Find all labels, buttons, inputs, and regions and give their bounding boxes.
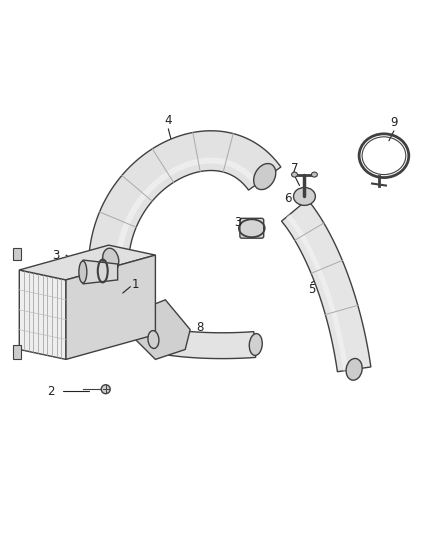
Ellipse shape xyxy=(254,164,276,190)
Text: 1: 1 xyxy=(132,278,139,292)
Text: 3: 3 xyxy=(53,248,60,262)
Text: 3: 3 xyxy=(234,216,242,229)
Polygon shape xyxy=(83,260,118,284)
Polygon shape xyxy=(286,214,348,371)
Ellipse shape xyxy=(346,359,362,380)
Polygon shape xyxy=(13,344,21,359)
Polygon shape xyxy=(116,158,259,259)
Text: 8: 8 xyxy=(196,321,204,334)
Ellipse shape xyxy=(101,385,110,394)
Ellipse shape xyxy=(292,172,297,177)
Ellipse shape xyxy=(102,248,119,272)
Polygon shape xyxy=(135,300,190,359)
Text: 4: 4 xyxy=(165,115,172,127)
Ellipse shape xyxy=(148,330,159,349)
Polygon shape xyxy=(66,255,155,359)
Text: 6: 6 xyxy=(284,192,291,205)
Text: 5: 5 xyxy=(308,284,315,296)
Text: 7: 7 xyxy=(291,162,298,175)
Ellipse shape xyxy=(311,172,318,177)
Ellipse shape xyxy=(79,261,87,283)
Polygon shape xyxy=(19,245,155,280)
Polygon shape xyxy=(89,131,281,260)
Polygon shape xyxy=(13,248,21,260)
FancyBboxPatch shape xyxy=(240,219,264,238)
Ellipse shape xyxy=(293,188,315,205)
Polygon shape xyxy=(19,270,66,359)
Polygon shape xyxy=(282,199,371,372)
Text: 2: 2 xyxy=(47,385,55,398)
Ellipse shape xyxy=(249,334,262,356)
Text: 9: 9 xyxy=(390,116,398,130)
Polygon shape xyxy=(152,327,256,359)
